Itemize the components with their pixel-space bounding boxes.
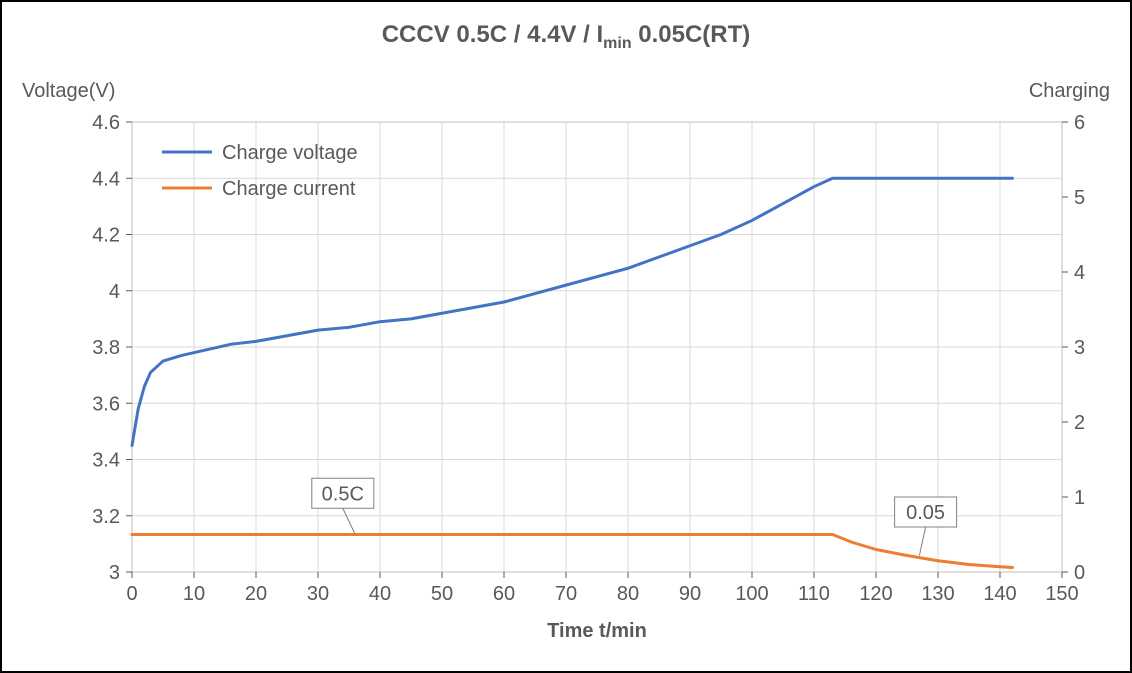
y-left-tick-label: 3.4 (92, 450, 120, 472)
annotation-text: 0.5C (322, 483, 364, 505)
chart-svg: CCCV 0.5C / 4.4V / Imin 0.05C(RT) Voltage… (2, 2, 1130, 671)
y-left-tick-label: 3 (109, 562, 120, 584)
x-tick-label: 40 (369, 583, 391, 605)
y-right-tick-label: 6 (1074, 112, 1085, 134)
annotation-text: 0.05 (906, 502, 945, 524)
x-tick-label: 60 (493, 583, 515, 605)
legend-label: Charge current (222, 178, 356, 200)
x-tick-label: 20 (245, 583, 267, 605)
x-tick-label: 30 (307, 583, 329, 605)
x-tick-label: 0 (126, 583, 137, 605)
x-tick-label: 130 (921, 583, 954, 605)
x-tick-label: 110 (798, 583, 830, 605)
x-tick-label: 80 (617, 583, 639, 605)
x-tick-label: 50 (431, 583, 453, 605)
y-right-tick-label: 3 (1074, 337, 1085, 359)
y-right-axis-label: Charging (1029, 80, 1110, 102)
x-axis-label: Time t/min (547, 620, 647, 642)
y-left-tick-label: 4.6 (92, 112, 120, 134)
y-right-tick-label: 5 (1074, 187, 1085, 209)
x-tick-label: 90 (679, 583, 701, 605)
chart-frame: CCCV 0.5C / 4.4V / Imin 0.05C(RT) Voltage… (0, 0, 1132, 673)
y-left-tick-label: 3.6 (92, 393, 120, 415)
y-right-tick-label: 4 (1074, 262, 1085, 284)
x-tick-label: 100 (735, 583, 768, 605)
y-left-axis-label: Voltage(V) (22, 80, 115, 102)
x-tick-label: 70 (555, 583, 577, 605)
chart-title: CCCV 0.5C / 4.4V / Imin 0.05C(RT) (382, 21, 751, 52)
y-left-tick-label: 3.2 (92, 506, 120, 528)
y-left-tick-label: 4.2 (92, 225, 120, 247)
y-left-tick-label: 4 (109, 281, 120, 303)
y-right-tick-label: 1 (1074, 487, 1085, 509)
y-right-tick-label: 2 (1074, 412, 1085, 434)
y-left-tick-label: 3.8 (92, 337, 120, 359)
legend-label: Charge voltage (222, 142, 358, 164)
y-left-tick-label: 4.4 (92, 168, 120, 190)
x-tick-label: 120 (859, 583, 892, 605)
x-tick-label: 150 (1045, 583, 1078, 605)
y-right-tick-label: 0 (1074, 562, 1085, 584)
x-tick-label: 140 (983, 583, 1016, 605)
x-tick-label: 10 (183, 583, 205, 605)
